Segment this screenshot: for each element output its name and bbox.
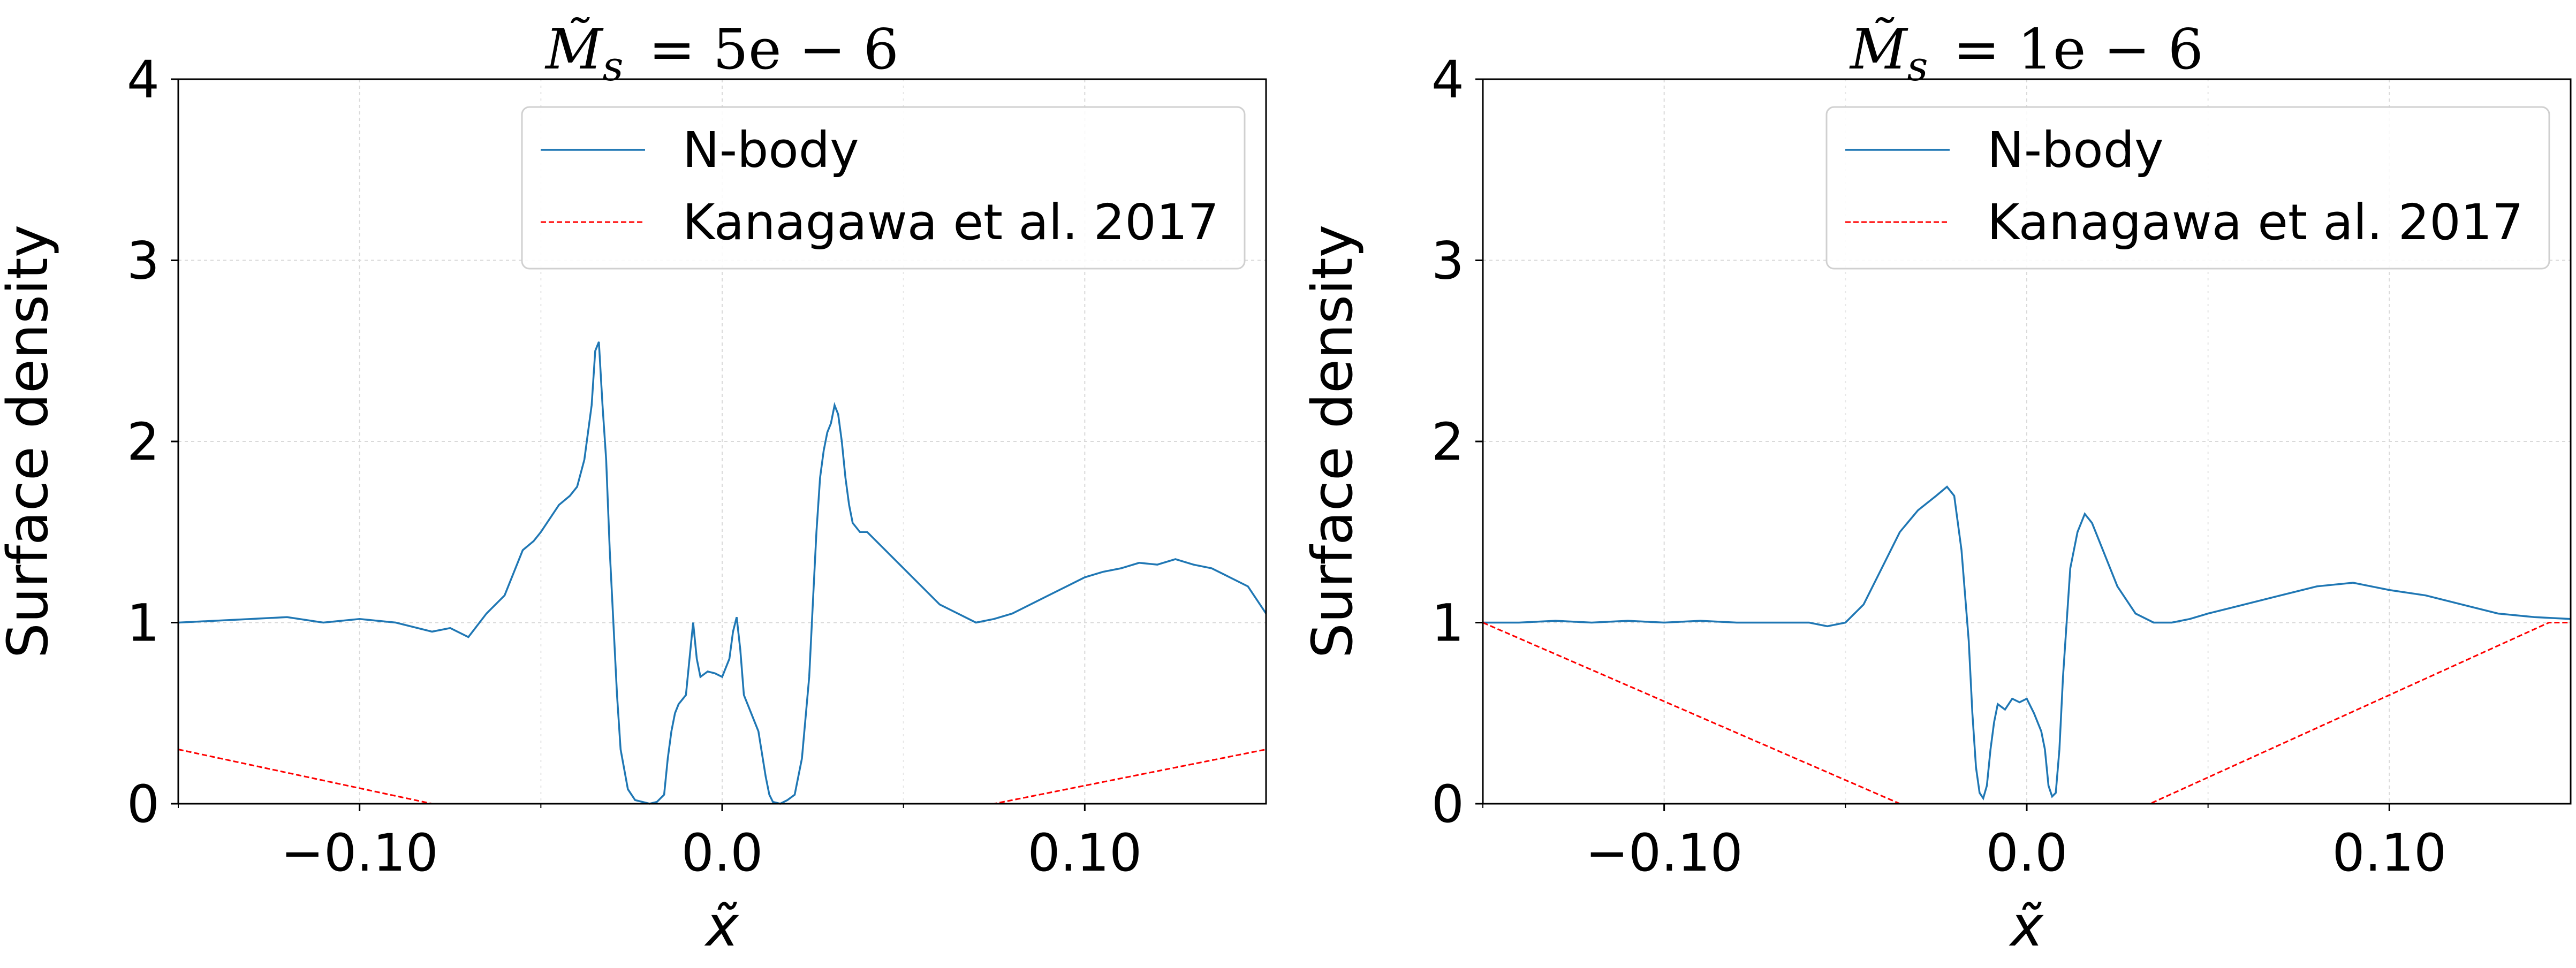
y-tick-label: 4 [127,50,160,110]
y-tick-label: 4 [1431,50,1464,110]
series-line-0 [178,341,1267,805]
chart-panel-left: 0 1 2 3 4 −0.10 0.0 0.10 x̃ Surface density M̃s = … [0,17,1267,959]
y-tick-label: 1 [1431,593,1464,653]
legend-label-1: Kanagawa et al. 2017 [1987,194,2524,251]
y-axis-label: Surface density [0,225,60,659]
legend: N-body Kanagawa et al. 2017 [521,106,1246,270]
y-tick-label: 1 [127,593,160,653]
x-tick-label: 0.10 [1027,823,1142,883]
x-tick-label: 0.0 [681,823,763,883]
legend-label-1: Kanagawa et al. 2017 [683,194,1219,251]
title-symbol: M̃ [544,17,604,82]
series-line-1 [1482,622,2571,805]
x-axis-label: x̃ [704,894,739,959]
y-tick-label: 0 [127,774,160,834]
legend-label-0: N-body [1987,121,2164,179]
x-tick-label: 0.10 [2332,823,2446,883]
title-value: = 5e − 6 [631,17,899,82]
legend-label-0: N-body [683,121,859,179]
x-tick-label: −0.10 [281,823,438,883]
title-symbol: M̃ [1849,17,1908,82]
legend-box [521,106,1246,270]
series-line-0 [1483,485,2571,801]
legend-box [1825,106,2550,270]
x-tick-label: −0.10 [1586,823,1743,883]
chart-title: M̃s = 1e − 6 [1849,17,2203,90]
title-subscript: s [603,42,624,90]
y-tick-label: 2 [1431,412,1464,472]
x-axis-label: x̃ [2009,894,2044,959]
y-tick-label: 3 [1431,231,1464,291]
y-tick-label: 0 [1431,774,1464,834]
y-tick-label: 2 [127,412,160,472]
x-tick-label: 0.0 [1986,823,2068,883]
title-value: = 1e − 6 [1936,17,2203,82]
y-axis-label: Surface density [1300,225,1365,659]
title-subscript: s [1907,42,1928,90]
y-tick-label: 3 [127,231,160,291]
series-line-1 [178,749,1267,805]
legend: N-body Kanagawa et al. 2017 [1825,106,2550,270]
chart-title: M̃s = 5e − 6 [544,17,899,90]
chart-panel-right: 0 1 2 3 4 −0.10 0.0 0.10 x̃ Surface density M̃s = … [1300,17,2572,959]
